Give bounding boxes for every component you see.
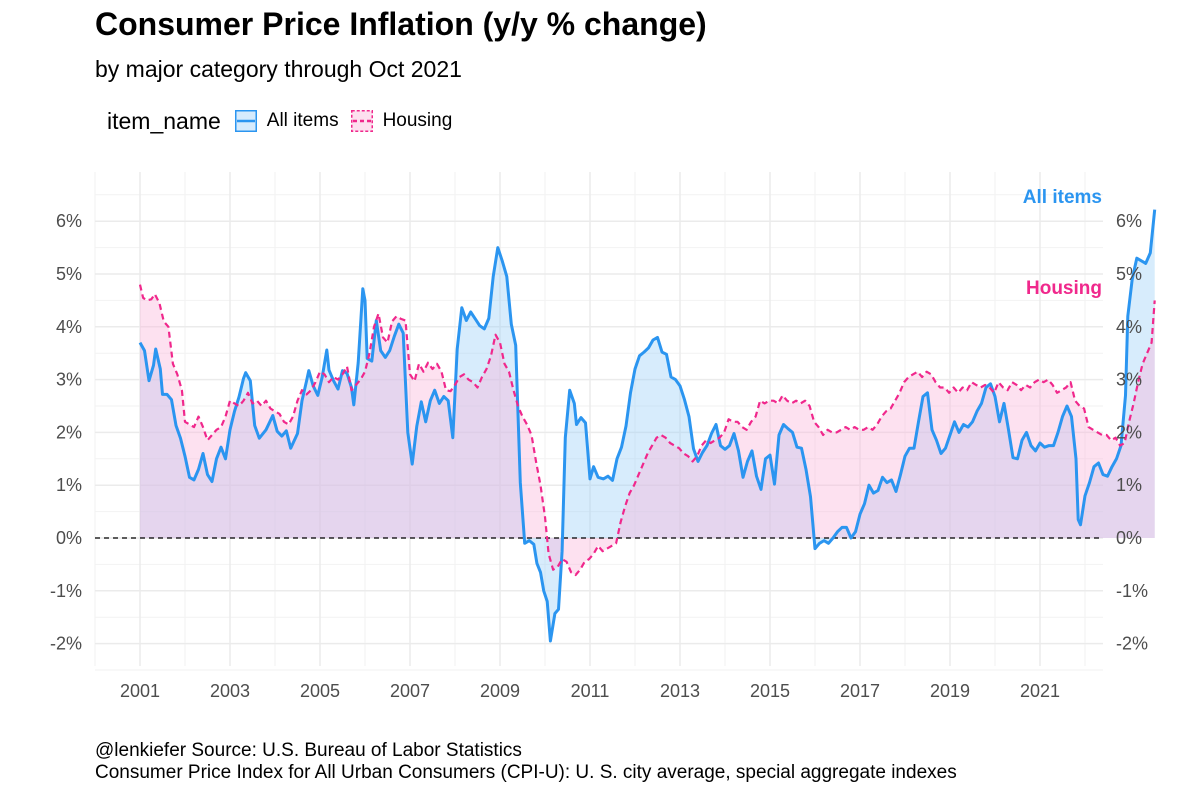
y-tick-label-right: -1%	[1116, 581, 1148, 601]
x-tick-label: 2013	[660, 681, 700, 701]
end-label-all-items: All items	[1023, 187, 1102, 208]
y-tick-label-right: 1%	[1116, 475, 1142, 495]
end-labels: All items Housing	[1023, 187, 1102, 299]
y-tick-label-left: 3%	[56, 370, 82, 390]
series-line-all-items	[138, 209, 1157, 643]
y-tick-label-left: -2%	[50, 634, 82, 654]
y-tick-label-right: 0%	[1116, 528, 1142, 548]
area-all-items	[140, 209, 1155, 641]
legend-title: item_name	[107, 107, 221, 134]
x-tick-label: 2001	[120, 681, 160, 701]
x-tick-label: 2009	[480, 681, 520, 701]
legend-label-all-items: All items	[266, 110, 339, 131]
y-tick-label-left: 0%	[56, 528, 82, 548]
y-tick-label-right: 4%	[1116, 317, 1142, 337]
chart-title: Consumer Price Inflation (y/y % change)	[95, 6, 707, 42]
area-fills	[140, 209, 1155, 641]
legend-item-housing: Housing	[350, 110, 453, 132]
y-tick-label-right: 2%	[1116, 422, 1142, 442]
y-tick-label-left: 4%	[56, 317, 82, 337]
caption: @lenkiefer Source: U.S. Bureau of Labor …	[95, 740, 957, 784]
axis-ticks: -2% -2% -1% -1% 0% 0% 1% 1% 2% 2% 3% 3% 4% 4% 5% 5% 6% 6%…	[50, 211, 1148, 701]
x-tick-label: 2017	[840, 681, 880, 701]
y-tick-label-right: -2%	[1116, 634, 1148, 654]
series-lines	[138, 209, 1157, 643]
y-tick-label-left: -1%	[50, 581, 82, 601]
y-tick-label-right: 5%	[1116, 264, 1142, 284]
y-tick-label-right: 6%	[1116, 211, 1142, 231]
chart-subtitle: by major category through Oct 2021	[95, 56, 462, 82]
legend: item_name All items Housing	[107, 106, 464, 136]
y-tick-label-left: 2%	[56, 422, 82, 442]
end-label-housing: Housing	[1026, 278, 1102, 299]
legend-item-all-items: All items	[234, 110, 339, 132]
x-tick-label: 2005	[300, 681, 340, 701]
caption-description: Consumer Price Index for All Urban Consu…	[95, 762, 957, 783]
x-tick-label: 2007	[390, 681, 430, 701]
x-tick-label: 2015	[750, 681, 790, 701]
area-housing	[140, 284, 1155, 575]
x-tick-label: 2011	[571, 681, 610, 701]
y-tick-label-left: 5%	[56, 264, 82, 284]
legend-label-housing: Housing	[382, 110, 453, 131]
y-tick-label-right: 3%	[1116, 370, 1142, 390]
caption-source: @lenkiefer Source: U.S. Bureau of Labor …	[95, 740, 522, 761]
legend-key-all-items	[234, 110, 257, 132]
legend-key-housing	[350, 110, 373, 132]
y-tick-label-left: 6%	[56, 211, 82, 231]
x-tick-label: 2003	[210, 681, 250, 701]
series-line-housing	[138, 284, 1156, 577]
y-tick-label-left: 1%	[56, 475, 82, 495]
x-tick-label: 2021	[1020, 681, 1060, 701]
x-tick-label: 2019	[930, 681, 970, 701]
